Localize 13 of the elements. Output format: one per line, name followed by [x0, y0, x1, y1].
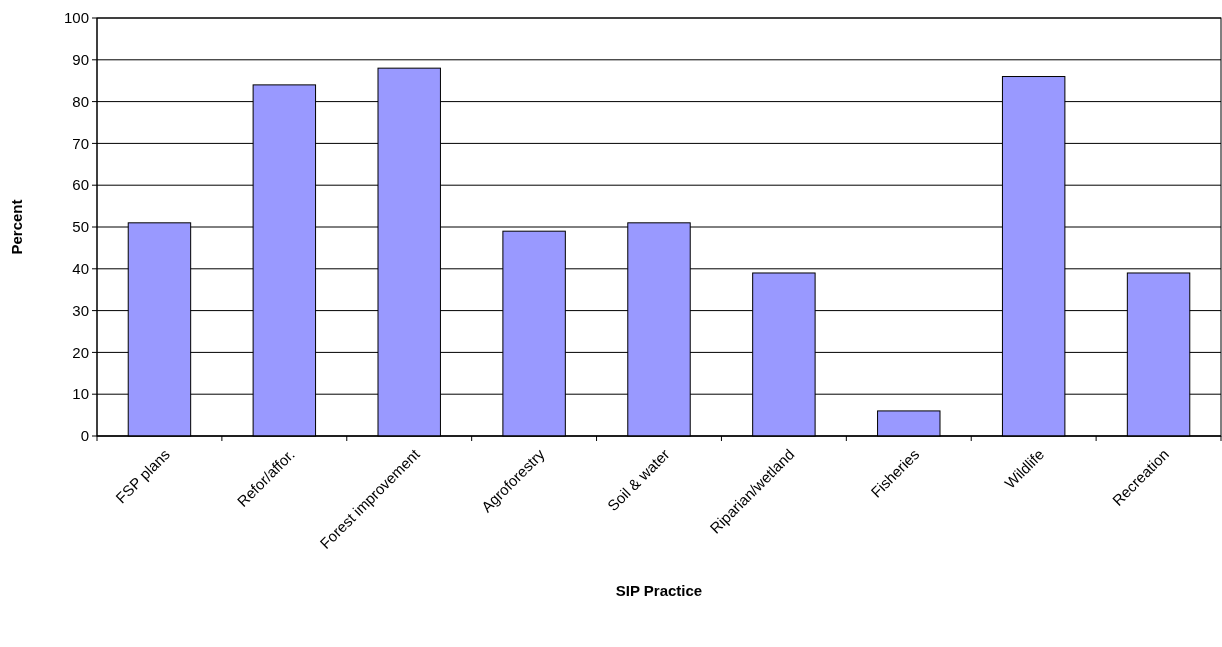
y-tick-label: 70	[72, 134, 89, 152]
x-axis-title: SIP Practice	[615, 582, 703, 599]
y-tick-label: 90	[72, 51, 89, 69]
y-tick-label: 100	[63, 9, 89, 27]
y-tick-label: 30	[72, 301, 89, 319]
y-tick-label: 40	[72, 260, 89, 278]
y-axis-title: Percent	[8, 199, 25, 255]
y-tick-label: 50	[72, 218, 89, 236]
y-tick-label: 20	[72, 343, 89, 361]
y-tick-label: 80	[72, 92, 89, 110]
y-tick-label: 0	[80, 427, 89, 445]
y-tick-label: 60	[72, 176, 89, 194]
y-tick-label: 10	[72, 385, 89, 403]
